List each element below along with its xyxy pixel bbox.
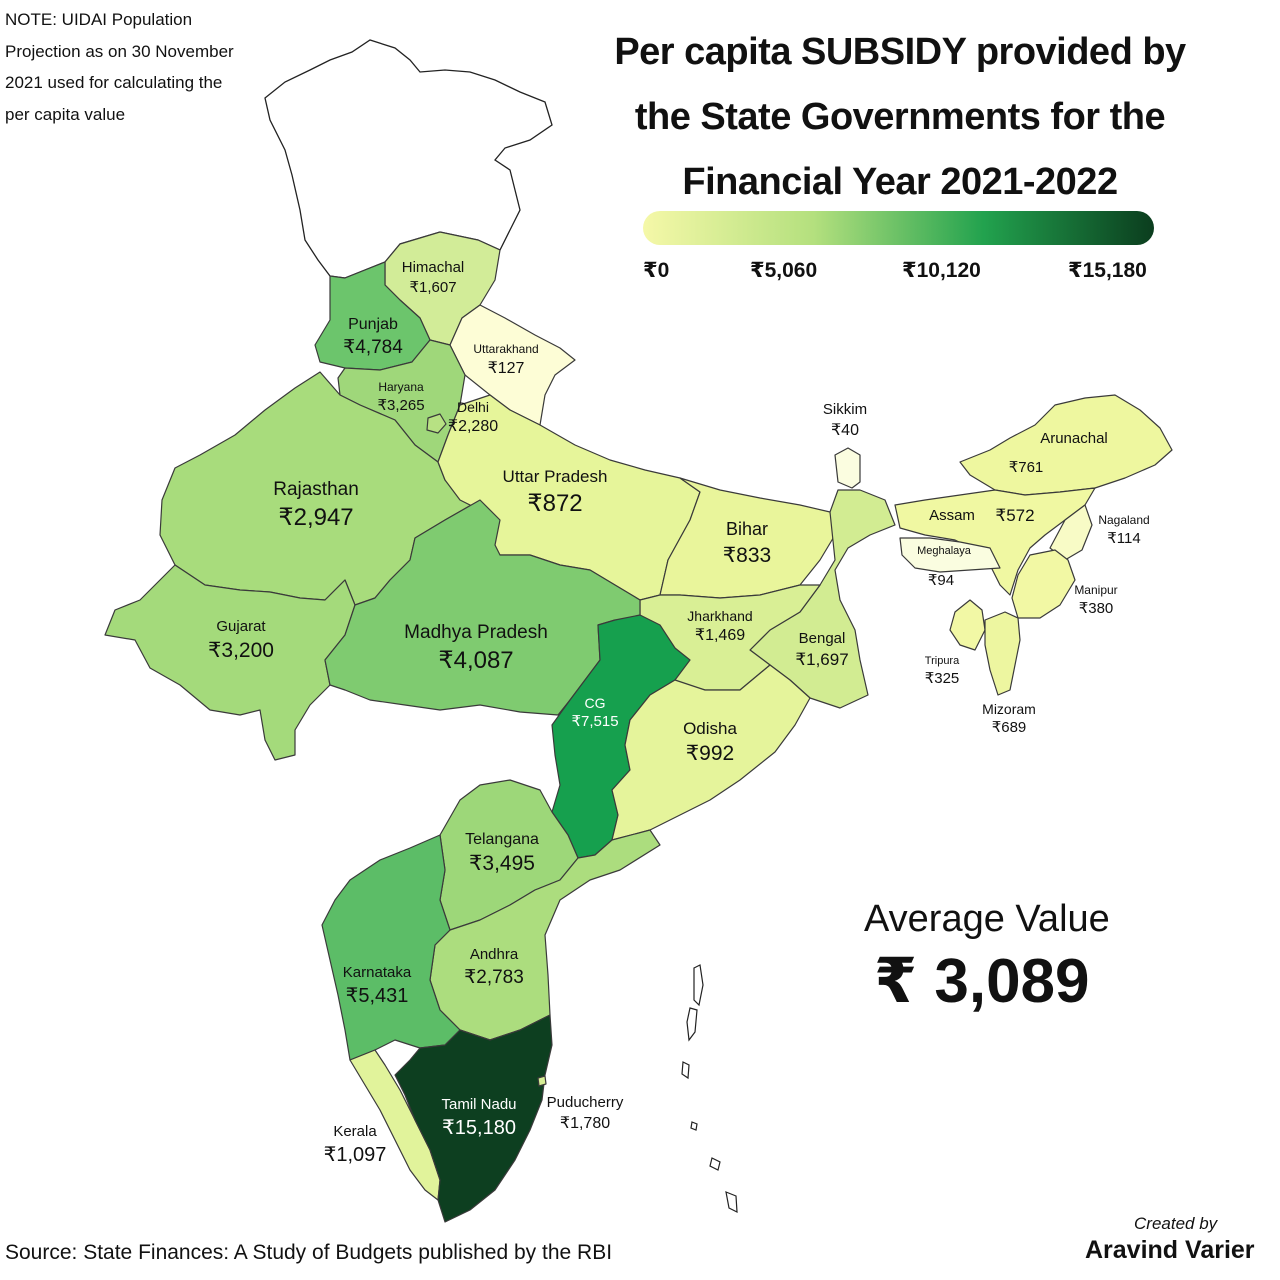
label-tripura: Tripura ₹325 (924, 655, 960, 687)
region-delhi (426, 413, 447, 434)
island-andaman-south (681, 1061, 690, 1080)
region-jammu-kashmir (264, 39, 553, 279)
region-puducherry (537, 1075, 547, 1087)
label-kerala: Kerala ₹1,097 (323, 1123, 387, 1166)
label-arunachal-name: Arunachal (1040, 430, 1108, 447)
region-gujarat (104, 564, 356, 761)
region-tamil-nadu (394, 1014, 553, 1223)
island-nicobar-2 (709, 1157, 721, 1171)
region-manipur (1011, 549, 1076, 619)
label-mizoram: Mizoram ₹689 (982, 701, 1036, 737)
label-manipur: Manipur ₹380 (1074, 583, 1118, 617)
label-uttar-pradesh: Uttar Pradesh ₹872 (502, 467, 608, 518)
label-odisha: Odisha ₹992 (683, 719, 737, 766)
label-sikkim: Sikkim ₹40 (822, 401, 868, 439)
region-tripura (949, 599, 986, 651)
label-madhya-pradesh: Madhya Pradesh ₹4,087 (404, 622, 548, 675)
label-delhi: Delhi ₹2,280 (447, 399, 499, 436)
label-gujarat: Gujarat ₹3,200 (208, 618, 274, 662)
island-andaman-middle (686, 1007, 698, 1042)
region-uttarakhand (449, 304, 576, 426)
label-bengal: Bengal ₹1,697 (795, 630, 849, 669)
population-note: NOTE: UIDAI Population Projection as on … (5, 10, 234, 124)
label-meghalaya-name: Meghalaya (917, 545, 971, 557)
legend-tick-1: ₹5,060 (750, 259, 818, 282)
label-telangana: Telangana ₹3,495 (465, 831, 539, 876)
label-meghalaya-value: ₹94 (927, 572, 955, 589)
label-karnataka: Karnataka ₹5,431 (342, 964, 412, 1007)
label-cg: CG ₹7,515 (571, 695, 619, 731)
label-haryana: Haryana ₹3,265 (377, 380, 425, 414)
label-assam-name: Assam (929, 507, 975, 524)
label-puducherry: Puducherry ₹1,780 (546, 1094, 624, 1132)
legend-tick-2: ₹10,120 (902, 259, 981, 282)
region-odisha (611, 664, 811, 841)
color-scale-legend (643, 211, 1154, 245)
label-nagaland: Nagaland ₹114 (1098, 513, 1150, 547)
label-tamil-nadu: Tamil Nadu ₹15,180 (441, 1096, 517, 1139)
label-punjab: Punjab ₹4,784 (343, 316, 403, 359)
source-note: Source: State Finances: A Study of Budge… (5, 1241, 613, 1264)
island-nicobar-1 (690, 1121, 698, 1131)
region-nagaland (1049, 504, 1093, 561)
label-andhra: Andhra ₹2,783 (464, 946, 524, 988)
created-by-label: Created by (1134, 1214, 1218, 1233)
region-mizoram (984, 611, 1021, 696)
island-andaman-north (693, 964, 704, 1007)
region-sikkim (834, 447, 861, 489)
region-meghalaya (899, 537, 1001, 573)
average-title: Average Value (864, 898, 1110, 940)
legend-tick-3: ₹15,180 (1068, 259, 1147, 282)
label-bihar: Bihar ₹833 (722, 519, 772, 567)
map-title: Per capita SUBSIDY provided by the State… (614, 31, 1186, 203)
island-nicobar-3 (725, 1191, 738, 1214)
label-jharkhand: Jharkhand ₹1,469 (687, 608, 753, 645)
label-rajasthan: Rajasthan ₹2,947 (273, 479, 359, 532)
author-name: Aravind Varier (1085, 1236, 1255, 1264)
legend-tick-0: ₹0 (643, 259, 670, 282)
label-arunachal-value: ₹761 (1008, 459, 1044, 476)
label-himachal: Himachal ₹1,607 (401, 259, 465, 296)
label-assam-value: ₹572 (995, 506, 1035, 525)
average-value: ₹ 3,089 (874, 947, 1090, 1016)
label-uttarakhand: Uttarakhand ₹127 (473, 342, 539, 377)
